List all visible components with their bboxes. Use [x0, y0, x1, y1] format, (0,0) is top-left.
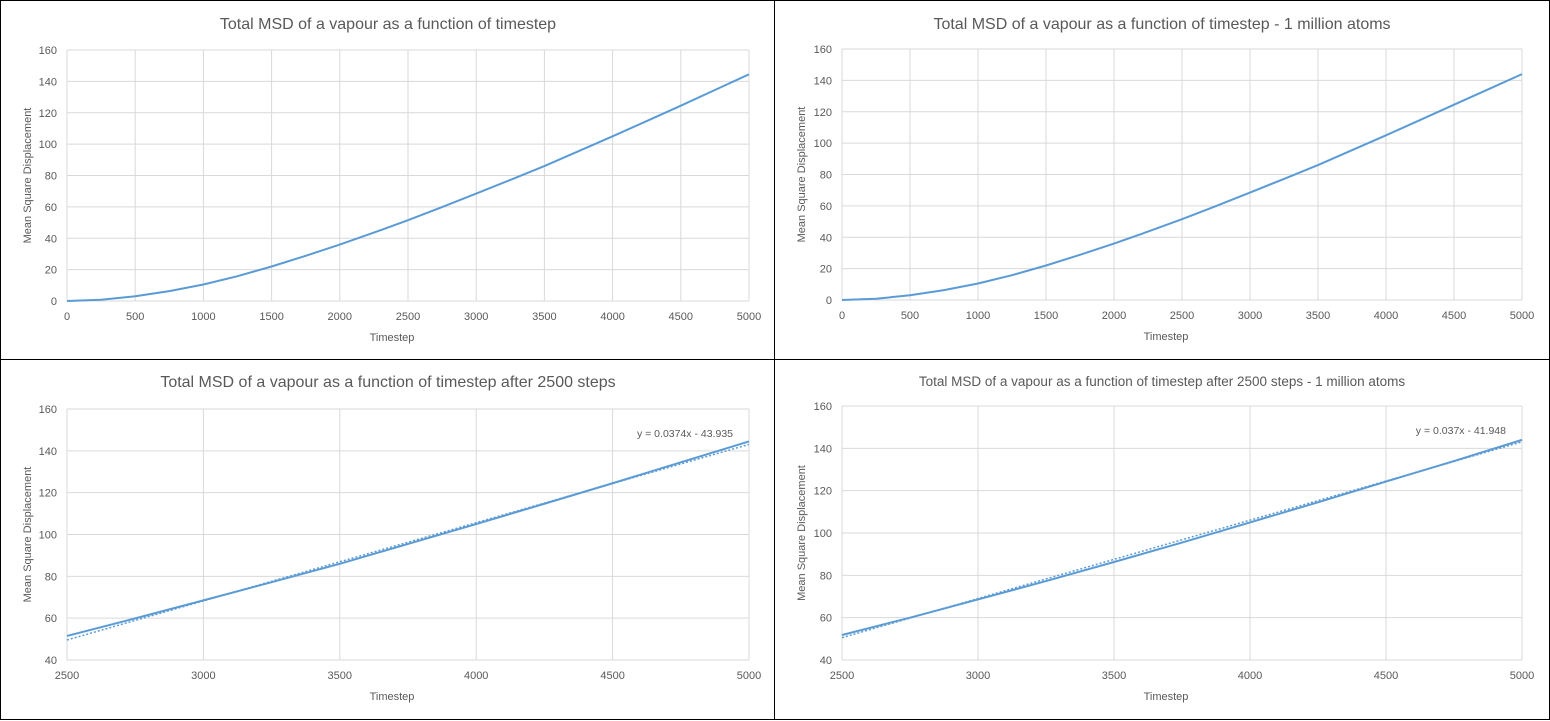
chart-svg: Total MSD of a vapour as a function of t… [796, 16, 1534, 343]
x-tick-label: 1000 [191, 311, 215, 323]
x-tick-label: 4000 [464, 670, 488, 682]
y-tick-label: 140 [814, 75, 832, 87]
y-tick-label: 40 [45, 233, 57, 245]
x-tick-label: 500 [126, 311, 144, 323]
x-tick-label: 4500 [1442, 310, 1466, 322]
x-axis-label: Timestep [1144, 331, 1189, 343]
y-tick-label: 160 [814, 401, 832, 413]
x-tick-label: 1500 [259, 311, 283, 323]
chart-title: Total MSD of a vapour as a function of t… [919, 374, 1405, 389]
x-tick-label: 1000 [966, 310, 990, 322]
x-tick-label: 4000 [1374, 310, 1398, 322]
y-tick-label: 80 [820, 170, 832, 182]
y-axis-label: Mean Square Displacement [796, 465, 808, 601]
trendline [841, 441, 1523, 639]
x-tick-label: 4500 [669, 311, 693, 323]
y-tick-label: 100 [39, 139, 57, 151]
x-tick-label: 3000 [464, 311, 488, 323]
y-tick-label: 100 [39, 530, 57, 542]
y-tick-label: 0 [51, 296, 57, 308]
y-tick-label: 80 [45, 171, 57, 183]
y-tick-label: 100 [814, 528, 832, 540]
chart-panel-msd-after-2500: Total MSD of a vapour as a function of t… [0, 359, 775, 720]
chart-title: Total MSD of a vapour as a function of t… [220, 16, 556, 33]
x-tick-label: 5000 [1510, 310, 1534, 322]
y-tick-label: 120 [39, 108, 57, 120]
y-tick-label: 60 [45, 202, 57, 214]
y-tick-label: 60 [45, 613, 57, 625]
x-tick-label: 4500 [600, 670, 624, 682]
series-line-msd [66, 440, 750, 637]
x-tick-label: 2000 [1102, 310, 1126, 322]
trendline-equation: y = 0.037x - 41.948 [1416, 425, 1506, 437]
series-line-msd [66, 73, 750, 302]
x-tick-label: 0 [839, 310, 845, 322]
y-tick-label: 160 [39, 404, 57, 416]
y-axis-label: Mean Square Displacement [796, 107, 808, 243]
x-tick-label: 5000 [737, 670, 761, 682]
x-tick-label: 2000 [328, 311, 352, 323]
y-tick-label: 120 [814, 486, 832, 498]
y-tick-label: 20 [45, 265, 57, 277]
x-tick-label: 3500 [1102, 670, 1126, 682]
series-line-msd [841, 438, 1523, 636]
y-tick-label: 120 [39, 488, 57, 500]
series-line-msd [841, 73, 1523, 301]
y-tick-label: 140 [39, 446, 57, 458]
y-tick-label: 60 [820, 201, 832, 213]
x-tick-label: 2500 [830, 670, 854, 682]
y-tick-label: 160 [814, 44, 832, 56]
chart-panel-msd: Total MSD of a vapour as a function of t… [0, 0, 775, 360]
x-axis-label: Timestep [1144, 691, 1189, 703]
chart-panel-msd-1m: Total MSD of a vapour as a function of t… [774, 0, 1550, 360]
chart-title: Total MSD of a vapour as a function of t… [933, 16, 1390, 33]
x-axis-label: Timestep [370, 332, 415, 344]
x-tick-label: 5000 [737, 311, 761, 323]
y-tick-label: 80 [45, 571, 57, 583]
x-tick-label: 3000 [1238, 310, 1262, 322]
y-tick-label: 80 [820, 570, 832, 582]
trendline [66, 443, 750, 641]
y-tick-label: 100 [814, 138, 832, 150]
y-tick-label: 40 [820, 232, 832, 244]
y-axis-label: Mean Square Displacement [22, 467, 34, 603]
y-tick-label: 60 [820, 613, 832, 625]
x-tick-label: 5000 [1510, 670, 1534, 682]
x-tick-label: 4500 [1374, 670, 1398, 682]
x-tick-label: 4000 [600, 311, 624, 323]
chart-panel-msd-after-2500-1m: Total MSD of a vapour as a function of t… [774, 359, 1550, 720]
y-axis-label: Mean Square Displacement [22, 108, 34, 244]
x-tick-label: 500 [901, 310, 919, 322]
y-tick-label: 40 [820, 655, 832, 667]
x-tick-label: 3000 [966, 670, 990, 682]
x-tick-label: 3500 [1306, 310, 1330, 322]
x-tick-label: 0 [64, 311, 70, 323]
y-tick-label: 140 [814, 443, 832, 455]
y-tick-label: 160 [39, 45, 57, 57]
x-tick-label: 3500 [328, 670, 352, 682]
x-tick-label: 4000 [1238, 670, 1262, 682]
x-tick-label: 2500 [55, 670, 79, 682]
chart-title: Total MSD of a vapour as a function of t… [160, 374, 615, 391]
x-tick-label: 1500 [1034, 310, 1058, 322]
y-tick-label: 20 [820, 264, 832, 276]
trendline-equation: y = 0.0374x - 43.935 [637, 428, 733, 440]
y-tick-label: 0 [826, 295, 832, 307]
y-tick-label: 40 [45, 655, 57, 667]
chart-svg: Total MSD of a vapour as a function of t… [796, 374, 1534, 703]
chart-svg: Total MSD of a vapour as a function of t… [22, 16, 761, 344]
x-tick-label: 3000 [191, 670, 215, 682]
x-axis-label: Timestep [370, 691, 415, 703]
x-tick-label: 2500 [396, 311, 420, 323]
y-tick-label: 140 [39, 76, 57, 88]
x-tick-label: 2500 [1170, 310, 1194, 322]
x-tick-label: 3500 [532, 311, 556, 323]
chart-svg: Total MSD of a vapour as a function of t… [22, 374, 761, 703]
y-tick-label: 120 [814, 107, 832, 119]
